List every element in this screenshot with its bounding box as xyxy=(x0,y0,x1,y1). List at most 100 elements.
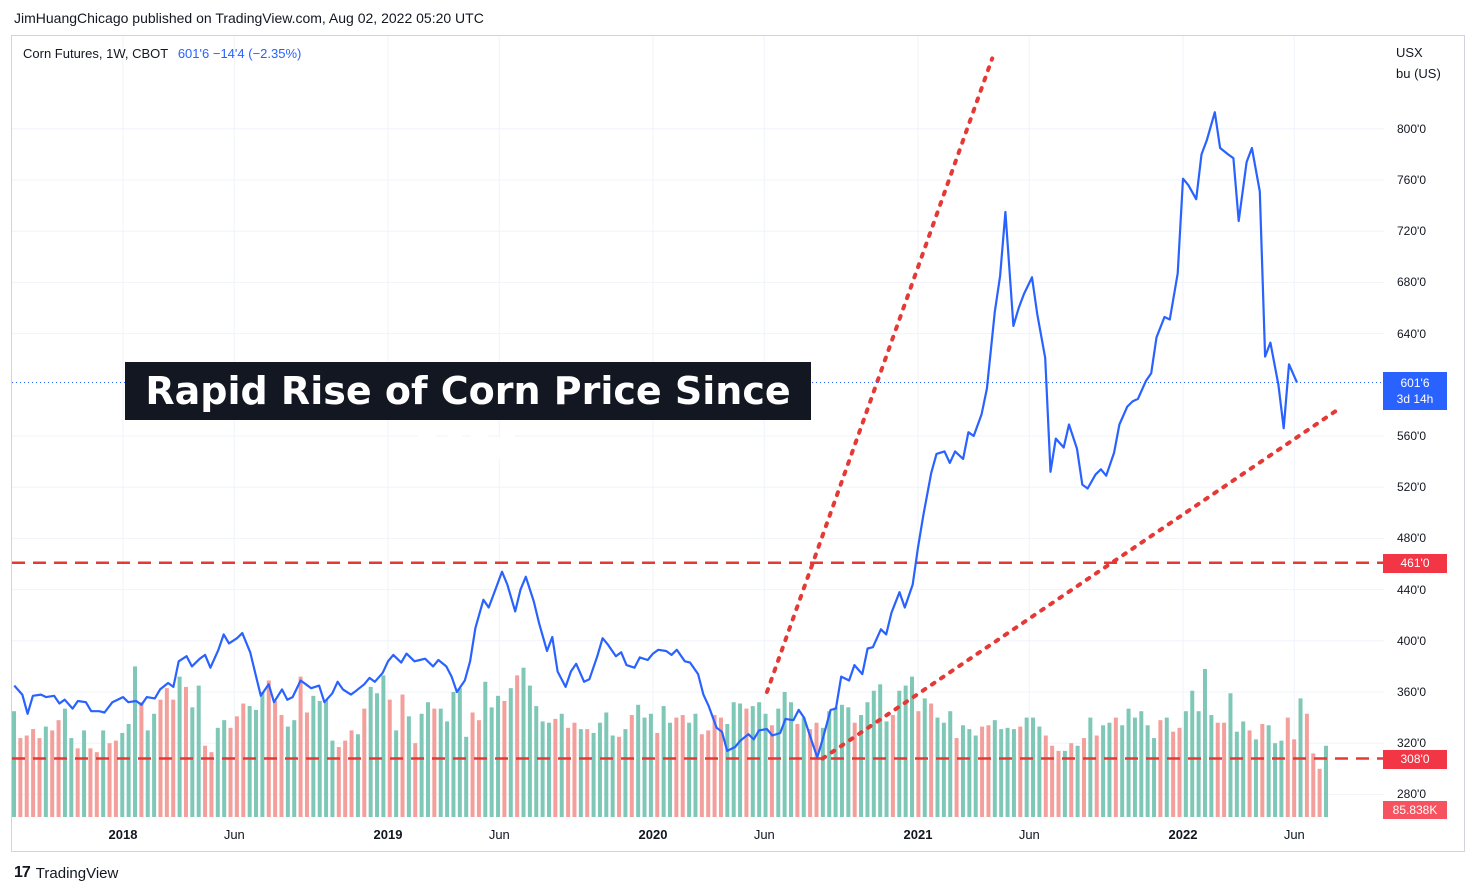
volume-bar xyxy=(1069,743,1074,817)
volume-bar xyxy=(884,721,889,817)
y-tick-label: 280'0 xyxy=(1397,787,1426,802)
volume-bar xyxy=(1094,735,1099,817)
price-line xyxy=(13,111,1299,759)
volume-bar xyxy=(916,711,921,817)
volume-bar xyxy=(304,712,309,817)
volume-bar xyxy=(521,667,526,817)
volume-bar xyxy=(693,713,698,817)
volume-bar xyxy=(82,730,87,817)
volume-bar xyxy=(171,699,176,817)
last-price-value: 601'6 xyxy=(1400,376,1430,390)
volume-bar xyxy=(349,730,354,817)
volume-bar xyxy=(445,721,450,817)
volume-bar xyxy=(1202,668,1207,817)
volume-bar xyxy=(897,690,902,817)
trend-line xyxy=(820,408,1339,761)
volume-bar xyxy=(553,718,558,817)
volume-bar xyxy=(750,706,755,817)
x-tick-label: 2018 xyxy=(108,827,138,842)
volume-bar xyxy=(355,734,360,817)
volume-bar xyxy=(986,725,991,817)
volume-bar xyxy=(1234,731,1239,817)
volume-bar xyxy=(878,684,883,817)
volume-bar xyxy=(839,704,844,817)
volume-bar xyxy=(1075,745,1080,817)
volume-bar xyxy=(1158,720,1163,817)
volume-bar xyxy=(56,720,61,817)
bar-countdown: 3d 14h xyxy=(1396,392,1434,406)
volume-bar xyxy=(1164,717,1169,817)
volume-bar xyxy=(566,727,571,817)
volume-bar xyxy=(279,715,284,817)
volume-bar xyxy=(1107,722,1112,817)
volume-bar xyxy=(317,700,322,817)
price-series xyxy=(12,111,1384,759)
volume-bar xyxy=(801,717,806,817)
volume-bar xyxy=(406,716,411,817)
brand-name: TradingView xyxy=(35,864,119,882)
volume-bar xyxy=(642,717,647,817)
volume-bar xyxy=(706,730,711,817)
volume-bar xyxy=(133,666,138,817)
volume-bar xyxy=(769,725,774,817)
symbol-legend[interactable]: Corn Futures, 1W, CBOT 601'6 −14'4 (−2.3… xyxy=(23,46,301,61)
volume-bar xyxy=(585,729,590,817)
volume-bar xyxy=(1260,724,1265,817)
volume-bar xyxy=(254,709,259,817)
x-tick-label: 2021 xyxy=(903,827,933,842)
volume-bar xyxy=(31,729,36,817)
x-tick-label: Jun xyxy=(753,827,775,842)
last-price-badge: 601'6 3d 14h xyxy=(1383,372,1447,410)
footer-brand[interactable]: 17 TradingView xyxy=(14,864,118,882)
volume-bar xyxy=(1145,725,1150,817)
volume-bar xyxy=(432,708,437,817)
volume-bar xyxy=(1209,715,1214,817)
volume-bar xyxy=(833,707,838,817)
volume-bar xyxy=(623,729,628,817)
volume-bar xyxy=(50,730,55,817)
volume-bar xyxy=(935,717,940,817)
volume-bar xyxy=(617,736,622,817)
volume-bar xyxy=(183,686,188,817)
symbol-label: Corn Futures, 1W, CBOT xyxy=(23,46,169,61)
volume-bar xyxy=(515,675,520,817)
volume-bar xyxy=(846,707,851,817)
volume-bar xyxy=(890,715,895,817)
volume-bar xyxy=(1273,743,1278,817)
volume-bar xyxy=(776,708,781,817)
y-tick-label: 520'0 xyxy=(1397,480,1426,495)
volume-bar xyxy=(362,708,367,817)
volume-bar xyxy=(648,713,653,817)
volume-bar xyxy=(177,676,182,817)
volume-bar xyxy=(1043,735,1048,817)
volume-bar xyxy=(738,703,743,817)
volume-bar xyxy=(75,748,80,817)
volume-bar xyxy=(285,726,290,817)
volume-bar xyxy=(394,730,399,817)
volume-bar xyxy=(62,708,67,817)
volume-bar xyxy=(559,713,564,817)
volume-bar xyxy=(1228,693,1233,817)
volume-bar xyxy=(43,726,48,817)
volume-bar xyxy=(330,740,335,817)
volume-bar xyxy=(400,694,405,817)
volume-bar xyxy=(88,748,93,817)
volume-bar xyxy=(12,711,16,817)
volume-bar xyxy=(604,712,609,817)
volume-bar xyxy=(37,738,42,817)
volume-bar xyxy=(1171,731,1176,817)
y-tick-label: 680'0 xyxy=(1397,275,1426,290)
volume-badge: 85.838K xyxy=(1383,801,1447,819)
volume-bar xyxy=(1241,721,1246,817)
volume-bar xyxy=(814,722,819,817)
grid xyxy=(12,36,1384,817)
volume-bar xyxy=(145,730,150,817)
volume-bar xyxy=(1088,717,1093,817)
volume-bar xyxy=(744,708,749,817)
volume-bar xyxy=(94,752,99,817)
y-tick-label: 480'0 xyxy=(1397,531,1426,546)
volume-bar xyxy=(496,695,501,817)
volume-bar xyxy=(725,724,730,817)
volume-bar xyxy=(1324,745,1328,817)
